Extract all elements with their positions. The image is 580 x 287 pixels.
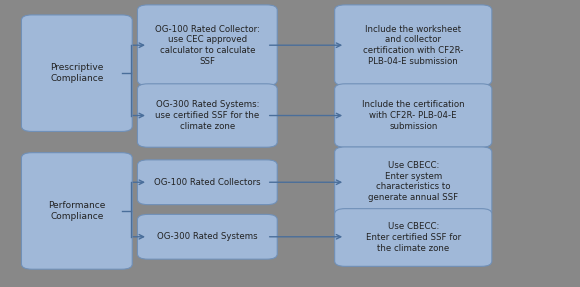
Text: Include the worksheet
and collector
certification with CF2R-
PLB-04-E submission: Include the worksheet and collector cert… (363, 25, 463, 66)
FancyBboxPatch shape (335, 209, 492, 266)
Text: Use CBECC:
Enter certified SSF for
the climate zone: Use CBECC: Enter certified SSF for the c… (365, 222, 461, 253)
FancyBboxPatch shape (137, 160, 277, 205)
FancyBboxPatch shape (21, 153, 132, 269)
Text: Performance
Compliance: Performance Compliance (48, 201, 106, 221)
Text: OG-100 Rated Collectors: OG-100 Rated Collectors (154, 178, 260, 187)
Text: Include the certification
with CF2R- PLB-04-E
submission: Include the certification with CF2R- PLB… (362, 100, 465, 131)
FancyBboxPatch shape (137, 214, 277, 259)
Text: Use CBECC:
Enter system
characteristics to
generate annual SSF: Use CBECC: Enter system characteristics … (368, 161, 458, 202)
FancyBboxPatch shape (21, 15, 132, 131)
FancyBboxPatch shape (335, 84, 492, 147)
Text: OG-300 Rated Systems: OG-300 Rated Systems (157, 232, 258, 241)
FancyBboxPatch shape (137, 5, 277, 86)
Text: OG-300 Rated Systems:
use certified SSF for the
climate zone: OG-300 Rated Systems: use certified SSF … (155, 100, 259, 131)
Text: Prescriptive
Compliance: Prescriptive Compliance (50, 63, 104, 83)
FancyBboxPatch shape (335, 5, 492, 86)
FancyBboxPatch shape (137, 84, 277, 147)
Text: OG-100 Rated Collector:
use CEC approved
calculator to calculate
SSF: OG-100 Rated Collector: use CEC approved… (155, 25, 260, 66)
FancyBboxPatch shape (335, 147, 492, 216)
